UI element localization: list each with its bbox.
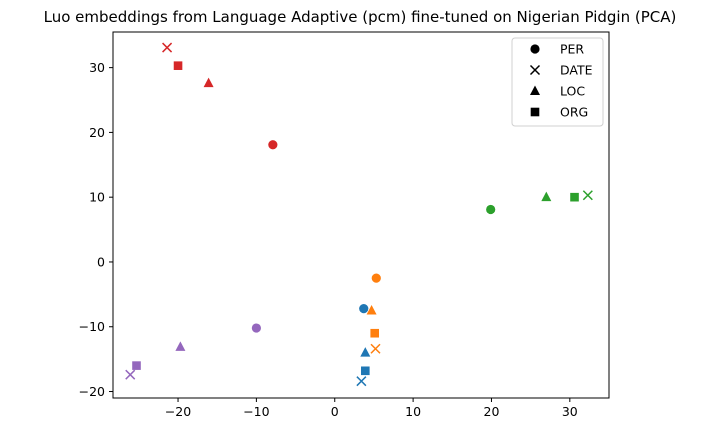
y-tick-label: 10 bbox=[89, 190, 105, 205]
data-point-org-blue bbox=[361, 366, 370, 376]
legend-marker-per bbox=[530, 44, 540, 54]
series-purple-group bbox=[125, 323, 261, 380]
data-point-org-orange bbox=[370, 328, 380, 338]
data-point-date-green bbox=[582, 190, 593, 201]
legend-label-date: DATE bbox=[560, 63, 593, 78]
y-tick-label: 30 bbox=[89, 60, 105, 75]
chart-title: Luo embeddings from Language Adaptive (p… bbox=[44, 8, 677, 26]
data-point-per-green bbox=[486, 204, 496, 215]
data-point-per-orange bbox=[371, 273, 381, 283]
data-point-org-red bbox=[173, 61, 183, 70]
plot-area: −20 −10 0 10 20 30 −20 −10 0 10 20 30 bbox=[79, 31, 610, 419]
y-tick-label: −10 bbox=[79, 319, 105, 334]
data-point-date-red bbox=[162, 42, 173, 53]
series-blue-group bbox=[356, 304, 371, 387]
legend-marker-loc bbox=[530, 85, 540, 95]
data-point-loc-blue bbox=[360, 347, 371, 357]
data-point-loc-purple bbox=[175, 341, 186, 351]
legend-box bbox=[511, 37, 604, 127]
x-tick-label: 0 bbox=[331, 404, 339, 419]
data-point-loc-orange bbox=[366, 305, 377, 315]
legend: PER DATE LOC ORG bbox=[511, 37, 604, 127]
axes-frame bbox=[112, 31, 610, 399]
data-point-org-green bbox=[570, 192, 579, 202]
data-point-date-orange bbox=[370, 343, 381, 354]
data-point-loc-green bbox=[541, 191, 552, 202]
y-tick-label: 20 bbox=[89, 125, 105, 140]
legend-marker-org bbox=[530, 107, 540, 117]
data-point-per-red bbox=[268, 140, 278, 150]
data-point-org-purple bbox=[132, 361, 141, 370]
data-point-date-blue bbox=[356, 376, 367, 387]
legend-label-org: ORG bbox=[560, 105, 588, 120]
legend-label-loc: LOC bbox=[560, 84, 585, 99]
series-green-group bbox=[486, 190, 593, 215]
legend-marker-date bbox=[529, 64, 541, 76]
legend-label-per: PER bbox=[560, 42, 584, 57]
data-point-date-purple bbox=[125, 369, 136, 380]
x-tick-label: 20 bbox=[484, 404, 500, 419]
x-tick-label: 10 bbox=[405, 404, 421, 419]
data-point-loc-red bbox=[203, 77, 214, 88]
y-tick-label: 0 bbox=[97, 254, 105, 269]
data-point-per-purple bbox=[251, 323, 261, 333]
y-tick-label: −20 bbox=[79, 384, 105, 399]
data-point-per-blue bbox=[359, 304, 369, 314]
x-tick-label: −20 bbox=[165, 404, 191, 419]
x-tick-label: −10 bbox=[243, 404, 269, 419]
x-tick-label: 30 bbox=[562, 404, 578, 419]
series-red-group bbox=[162, 42, 278, 150]
series-orange-group bbox=[366, 273, 381, 354]
